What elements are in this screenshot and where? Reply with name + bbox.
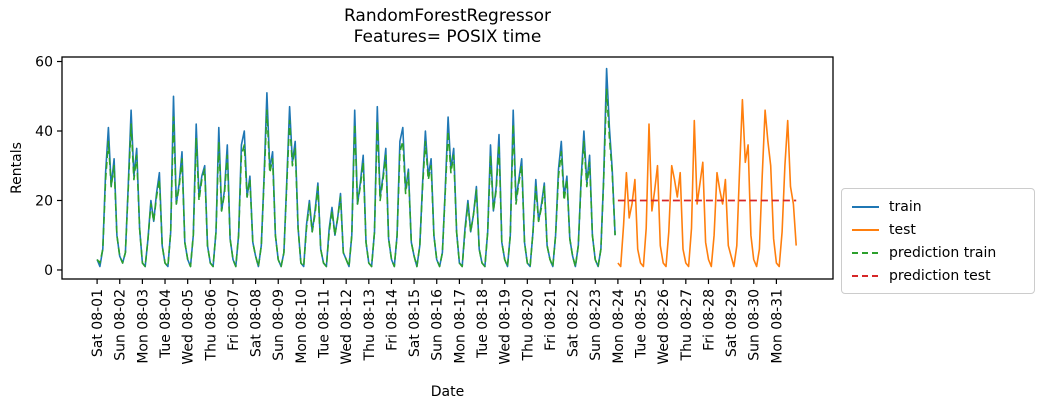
x-tick-label: Mon 08-24 <box>611 289 627 364</box>
x-tick-label: Mon 08-17 <box>452 289 468 364</box>
x-tick-label: Sat 08-22 <box>566 289 582 357</box>
x-tick-label: Wed 08-19 <box>498 289 514 365</box>
y-tick-label: 60 <box>35 55 53 71</box>
x-tick-label: Mon 08-03 <box>135 289 151 364</box>
x-tick-label: Thu 08-06 <box>203 289 219 362</box>
x-tick-label: Tue 08-11 <box>317 289 333 359</box>
test-line <box>617 98 797 268</box>
x-tick-label: Fri 08-07 <box>226 289 242 351</box>
legend-label-test: test <box>889 221 916 238</box>
chart-title: RandomForestRegressor Features= POSIX ti… <box>62 6 833 47</box>
legend-row-prediction-train: prediction train <box>842 241 1034 264</box>
x-tick-label: Sat 08-15 <box>407 289 423 357</box>
x-tick-label: Wed 08-12 <box>339 289 355 365</box>
x-tick-label: Fri 08-21 <box>543 289 559 351</box>
y-tick-label: 20 <box>35 193 53 209</box>
x-tick-label: Sun 08-30 <box>747 289 763 361</box>
y-tick-label: 0 <box>44 263 53 279</box>
x-tick-label: Thu 08-13 <box>362 289 378 361</box>
prediction-train-line-sample-icon <box>852 251 879 254</box>
x-tick-label: Sun 08-09 <box>271 289 287 361</box>
legend-label-prediction-test: prediction test <box>889 267 991 284</box>
y-tick-label: 40 <box>35 124 53 140</box>
legend-row-train: train <box>842 195 1034 218</box>
x-tick-label: Tue 08-04 <box>158 289 174 359</box>
x-tick-label: Sat 08-08 <box>249 289 265 357</box>
x-tick-label: Fri 08-14 <box>384 289 400 351</box>
x-tick-label: Wed 08-05 <box>181 289 197 365</box>
chart-title-line2: Features= POSIX time <box>353 26 542 47</box>
legend-row-prediction-test: prediction test <box>842 264 1034 287</box>
x-tick-label: Mon 08-31 <box>769 289 785 364</box>
x-tick-label: Sun 08-23 <box>588 289 604 361</box>
legend-label-prediction-train: prediction train <box>889 244 997 261</box>
x-tick-label: Tue 08-25 <box>634 289 650 359</box>
x-tick-label: Thu 08-20 <box>520 289 536 361</box>
x-tick-label: Sun 08-16 <box>430 289 446 361</box>
x-tick-label: Fri 08-28 <box>701 289 717 351</box>
prediction-test-line-sample-icon <box>852 274 879 277</box>
x-axis-label: Date <box>430 384 465 400</box>
x-tick-label: Sat 08-29 <box>724 289 740 357</box>
x-tick-label: Sat 08-01 <box>90 289 106 357</box>
test-line-sample-icon <box>852 228 879 231</box>
prediction-train-line <box>96 88 616 268</box>
train-line-sample-icon <box>852 205 879 208</box>
chart-title-line1: RandomForestRegressor <box>343 6 552 26</box>
legend: train test prediction train prediction t… <box>841 188 1035 294</box>
x-tick-label: Wed 08-26 <box>656 289 672 365</box>
legend-row-test: test <box>842 218 1034 241</box>
x-tick-label: Tue 08-18 <box>475 289 491 359</box>
axes-box <box>61 56 834 280</box>
x-tick-label: Mon 08-10 <box>294 289 310 364</box>
legend-label-train: train <box>889 198 922 215</box>
x-tick-label: Sun 08-02 <box>113 289 129 361</box>
train-line <box>96 67 616 268</box>
x-tick-label: Thu 08-27 <box>679 289 695 361</box>
